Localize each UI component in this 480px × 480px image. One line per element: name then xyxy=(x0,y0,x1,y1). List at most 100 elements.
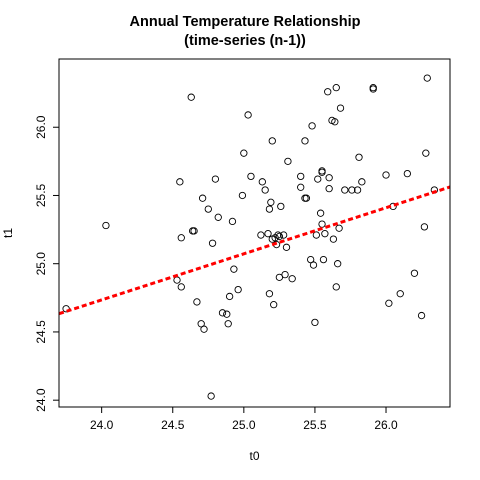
x-tick-label: 25.0 xyxy=(232,418,256,432)
data-points xyxy=(62,74,439,400)
data-point xyxy=(177,234,185,242)
x-axis-label: t0 xyxy=(249,449,259,463)
data-point xyxy=(258,178,266,186)
data-point xyxy=(341,186,349,194)
data-point xyxy=(211,175,220,183)
y-tick-label: 24.5 xyxy=(34,320,48,344)
data-point xyxy=(193,298,201,306)
data-point xyxy=(336,104,345,112)
data-point xyxy=(321,230,329,238)
y-tick-label: 26.0 xyxy=(34,115,48,139)
data-point xyxy=(325,184,333,193)
data-point xyxy=(353,186,362,194)
data-point xyxy=(200,325,208,333)
data-point xyxy=(282,243,291,251)
data-point xyxy=(275,273,284,282)
data-point xyxy=(279,231,288,239)
data-point xyxy=(385,299,393,307)
data-point xyxy=(204,205,212,213)
data-point xyxy=(422,149,430,157)
x-tick-label: 24.5 xyxy=(161,418,185,432)
x-tick-label: 25.5 xyxy=(303,418,327,432)
data-point xyxy=(234,285,242,294)
data-point xyxy=(325,174,333,182)
data-point xyxy=(208,239,217,247)
x-tick-label: 26.0 xyxy=(374,418,398,432)
data-point xyxy=(403,169,411,178)
data-point xyxy=(257,231,265,239)
data-point xyxy=(319,255,328,264)
data-point xyxy=(247,172,255,181)
plot-frame xyxy=(58,58,451,408)
chart-title: Annual Temperature Relationship xyxy=(130,14,361,30)
regression-line-group xyxy=(58,185,451,316)
data-point xyxy=(355,153,363,161)
data-point xyxy=(223,310,231,318)
data-point xyxy=(358,178,366,186)
data-point xyxy=(176,178,184,186)
data-point xyxy=(288,275,296,283)
data-point xyxy=(218,309,227,317)
data-point xyxy=(224,320,232,328)
data-point xyxy=(311,318,319,327)
data-point xyxy=(277,202,285,211)
data-point xyxy=(244,111,252,119)
data-point xyxy=(228,217,237,226)
data-point xyxy=(264,230,272,238)
data-point xyxy=(420,223,429,231)
data-point xyxy=(274,231,282,239)
data-point xyxy=(62,305,70,313)
data-point xyxy=(275,232,284,241)
data-point xyxy=(187,93,195,101)
data-point xyxy=(207,392,215,400)
data-point xyxy=(102,221,110,230)
data-point xyxy=(369,85,377,93)
data-point xyxy=(267,198,275,206)
data-point xyxy=(297,172,305,181)
data-point xyxy=(382,171,390,179)
data-point xyxy=(410,269,419,277)
data-point xyxy=(308,122,316,130)
data-point xyxy=(309,261,318,269)
data-point xyxy=(312,231,320,239)
data-point xyxy=(190,227,198,235)
data-point xyxy=(238,191,247,200)
y-axis-label: t1 xyxy=(1,228,15,238)
data-point xyxy=(284,157,292,166)
y-tick-label: 24.0 xyxy=(34,388,48,412)
x-tick-label: 24.0 xyxy=(90,418,114,432)
data-point xyxy=(270,300,278,309)
data-point xyxy=(332,283,340,291)
data-point xyxy=(265,290,274,298)
data-point xyxy=(268,137,276,145)
data-point xyxy=(316,209,325,217)
y-tick-label: 25.5 xyxy=(34,183,48,207)
data-point xyxy=(214,213,222,221)
data-point xyxy=(335,224,343,232)
x-axis: 24.0 24.5 25.0 25.5 26.0 xyxy=(90,406,398,432)
data-point xyxy=(331,118,339,126)
data-point xyxy=(297,183,305,191)
data-point xyxy=(302,194,311,202)
data-point xyxy=(314,175,322,183)
chart-subtitle: (time-series (n-1)) xyxy=(184,33,306,49)
data-point xyxy=(334,260,342,268)
y-tick-label: 25.0 xyxy=(34,252,48,276)
data-point xyxy=(265,205,274,213)
regression-line xyxy=(58,185,451,316)
data-point xyxy=(261,186,269,194)
data-point xyxy=(396,290,404,298)
data-point xyxy=(301,137,309,145)
data-point xyxy=(324,88,332,96)
data-point xyxy=(348,186,356,194)
data-point xyxy=(230,265,238,273)
data-point xyxy=(177,283,185,291)
data-point xyxy=(198,194,207,202)
data-point xyxy=(329,235,338,243)
data-point xyxy=(417,311,426,320)
data-point xyxy=(281,270,289,279)
data-point xyxy=(225,292,234,301)
data-point xyxy=(240,149,248,157)
data-point xyxy=(332,84,340,92)
